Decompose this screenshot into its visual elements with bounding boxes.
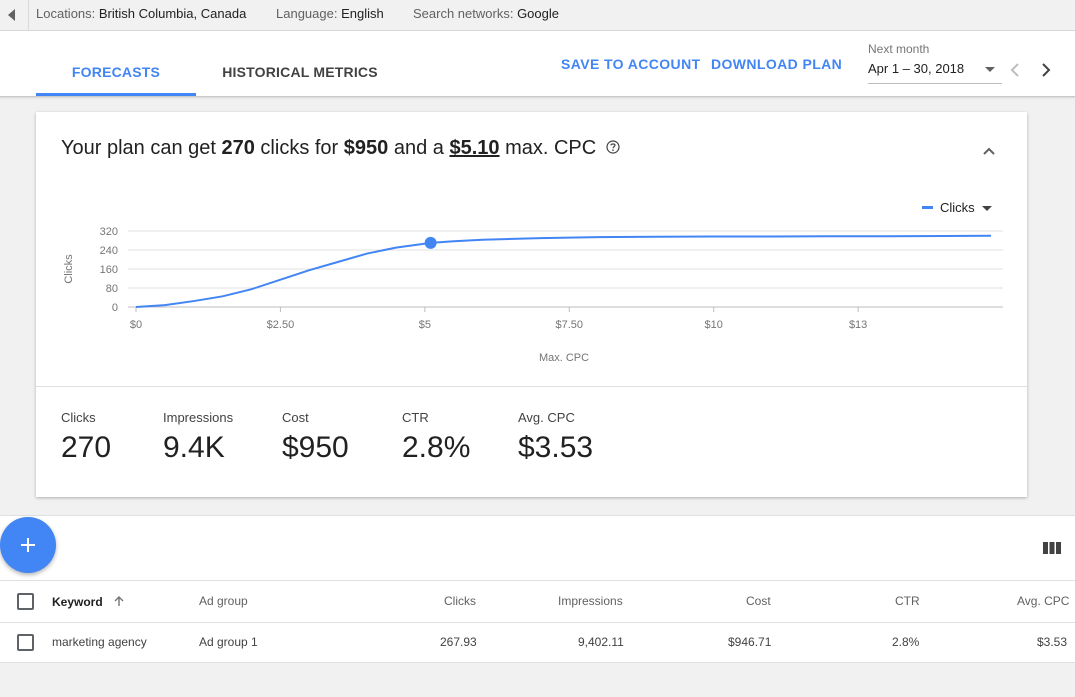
cell-clicks: 267.93 [440, 635, 477, 649]
metric-value: $3.53 [518, 431, 594, 464]
metric-label: Cost [282, 410, 309, 425]
columns-icon[interactable] [1043, 542, 1061, 554]
cell-keyword: marketing agency [52, 635, 147, 649]
metric-label: Avg. CPC [518, 410, 575, 425]
summary-text: clicks for [254, 137, 344, 159]
date-range-select[interactable]: Apr 1 – 30, 2018 [868, 61, 965, 76]
y-tick-label: 80 [106, 283, 118, 295]
tab-historical-metrics[interactable]: HISTORICAL METRICS [222, 64, 378, 80]
location-filter[interactable]: Locations: British Columbia, Canada [36, 6, 246, 21]
metric-impressions: Impressions 9.4K [163, 410, 233, 465]
x-tick-label: $5 [419, 319, 431, 331]
language-filter[interactable]: Language: English [276, 6, 384, 21]
summary-text: Your plan can get [61, 137, 222, 159]
summary-text: max. CPC [499, 137, 597, 159]
metric-clicks: Clicks 270 [61, 410, 111, 465]
cell-ad-group[interactable]: Ad group 1 [199, 635, 258, 649]
filter-value: English [341, 6, 384, 21]
metric-avg-cpc: Avg. CPC $3.53 [518, 410, 593, 465]
cell-avg-cpc: $3.53 [1037, 635, 1068, 649]
clicks-chart: 320 240 160 80 0 $0 $2.50 $5 $7.50 $10 $13 Max. CPC… [63, 226, 1003, 364]
x-tick-label: $0 [130, 319, 142, 331]
column-cost[interactable]: Cost [746, 594, 771, 608]
dropdown-arrow-icon[interactable] [985, 67, 995, 72]
metric-value: 2.8% [402, 431, 471, 464]
forecast-card: Your plan can get 270 clicks for $950 an… [36, 112, 1027, 497]
row-checkbox[interactable] [17, 634, 34, 651]
max-cpc-link[interactable]: $5.10 [449, 137, 500, 159]
column-impressions[interactable]: Impressions [558, 594, 623, 608]
sort-arrow-up-icon [114, 596, 124, 606]
dropdown-arrow-icon [982, 206, 993, 212]
filter-bar: Locations: British Columbia, Canada Lang… [0, 0, 1075, 31]
filter-value: Google [517, 6, 559, 21]
metric-label: Impressions [163, 410, 234, 425]
summary-text: and a [388, 137, 450, 159]
x-axis-label: Max. CPC [539, 352, 589, 364]
y-axis-label: Clicks [63, 254, 75, 284]
y-tick-label: 320 [100, 226, 118, 238]
cell-ctr: 2.8% [892, 635, 920, 649]
metric-value: 270 [61, 431, 112, 464]
back-button[interactable] [0, 0, 29, 30]
table-row: marketing agency Ad group 1 267.93 9,402… [0, 622, 1075, 663]
column-clicks[interactable]: Clicks [444, 594, 476, 608]
chart-metric-selector[interactable]: Clicks [922, 200, 993, 215]
metric-label: Clicks [61, 410, 96, 425]
metric-cost: Cost $950 [282, 410, 349, 465]
legend-label: Clicks [940, 200, 975, 215]
plus-icon [21, 538, 35, 552]
arrow-left-icon [8, 9, 15, 21]
plan-summary: Your plan can get 270 clicks for $950 an… [61, 137, 620, 160]
y-tick-label: 0 [112, 302, 118, 314]
collapse-icon[interactable] [982, 146, 996, 156]
cell-impressions: 9,402.11 [578, 635, 624, 649]
column-label: Keyword [52, 595, 103, 609]
filter-label: Search networks: [413, 6, 514, 21]
header: FORECASTS HISTORICAL METRICS SAVE TO ACC… [0, 31, 1075, 97]
x-tick-label: $7.50 [556, 319, 584, 331]
y-tick-label: 160 [100, 264, 118, 276]
column-keyword[interactable]: Keyword [52, 595, 124, 609]
legend-swatch [922, 206, 933, 210]
metric-value: $950 [282, 431, 349, 464]
column-ctr[interactable]: CTR [895, 594, 920, 608]
download-plan-button[interactable]: DOWNLOAD PLAN [711, 56, 843, 72]
date-range-label: Next month [868, 42, 930, 56]
metric-value: 9.4K [163, 431, 225, 464]
metric-ctr: CTR 2.8% [402, 410, 470, 465]
selected-bid-point [424, 236, 437, 249]
card-divider [36, 386, 1027, 387]
help-icon[interactable] [606, 140, 620, 154]
summary-clicks: 270 [221, 137, 255, 159]
tab-forecasts[interactable]: FORECASTS [71, 64, 161, 80]
cell-cost: $946.71 [728, 635, 772, 649]
filter-label: Locations: [36, 6, 96, 21]
add-keyword-button[interactable] [0, 517, 56, 573]
select-all-checkbox[interactable] [17, 593, 34, 610]
chevron-left-icon[interactable] [1010, 63, 1020, 77]
filter-value: British Columbia, Canada [98, 6, 247, 21]
x-tick-label: $2.50 [267, 319, 295, 331]
date-range-underline [868, 83, 1002, 84]
summary-cost: $950 [343, 137, 389, 159]
column-ad-group[interactable]: Ad group [199, 594, 248, 608]
x-tick-label: $13 [849, 319, 867, 331]
x-tick-label: $10 [705, 319, 723, 331]
filter-label: Language: [276, 6, 338, 21]
clicks-series-line [135, 234, 992, 308]
table-header: Keyword Ad group Clicks Impressions Cost… [0, 580, 1075, 623]
network-filter[interactable]: Search networks: Google [413, 6, 559, 21]
save-to-account-button[interactable]: SAVE TO ACCOUNT [561, 56, 701, 72]
active-tab-indicator [36, 93, 196, 96]
column-avg-cpc[interactable]: Avg. CPC [1017, 594, 1070, 608]
chevron-right-icon[interactable] [1041, 63, 1051, 77]
y-tick-label: 240 [100, 245, 118, 257]
metric-label: CTR [402, 410, 429, 425]
keyword-table: Keyword Ad group Clicks Impressions Cost… [0, 515, 1075, 663]
